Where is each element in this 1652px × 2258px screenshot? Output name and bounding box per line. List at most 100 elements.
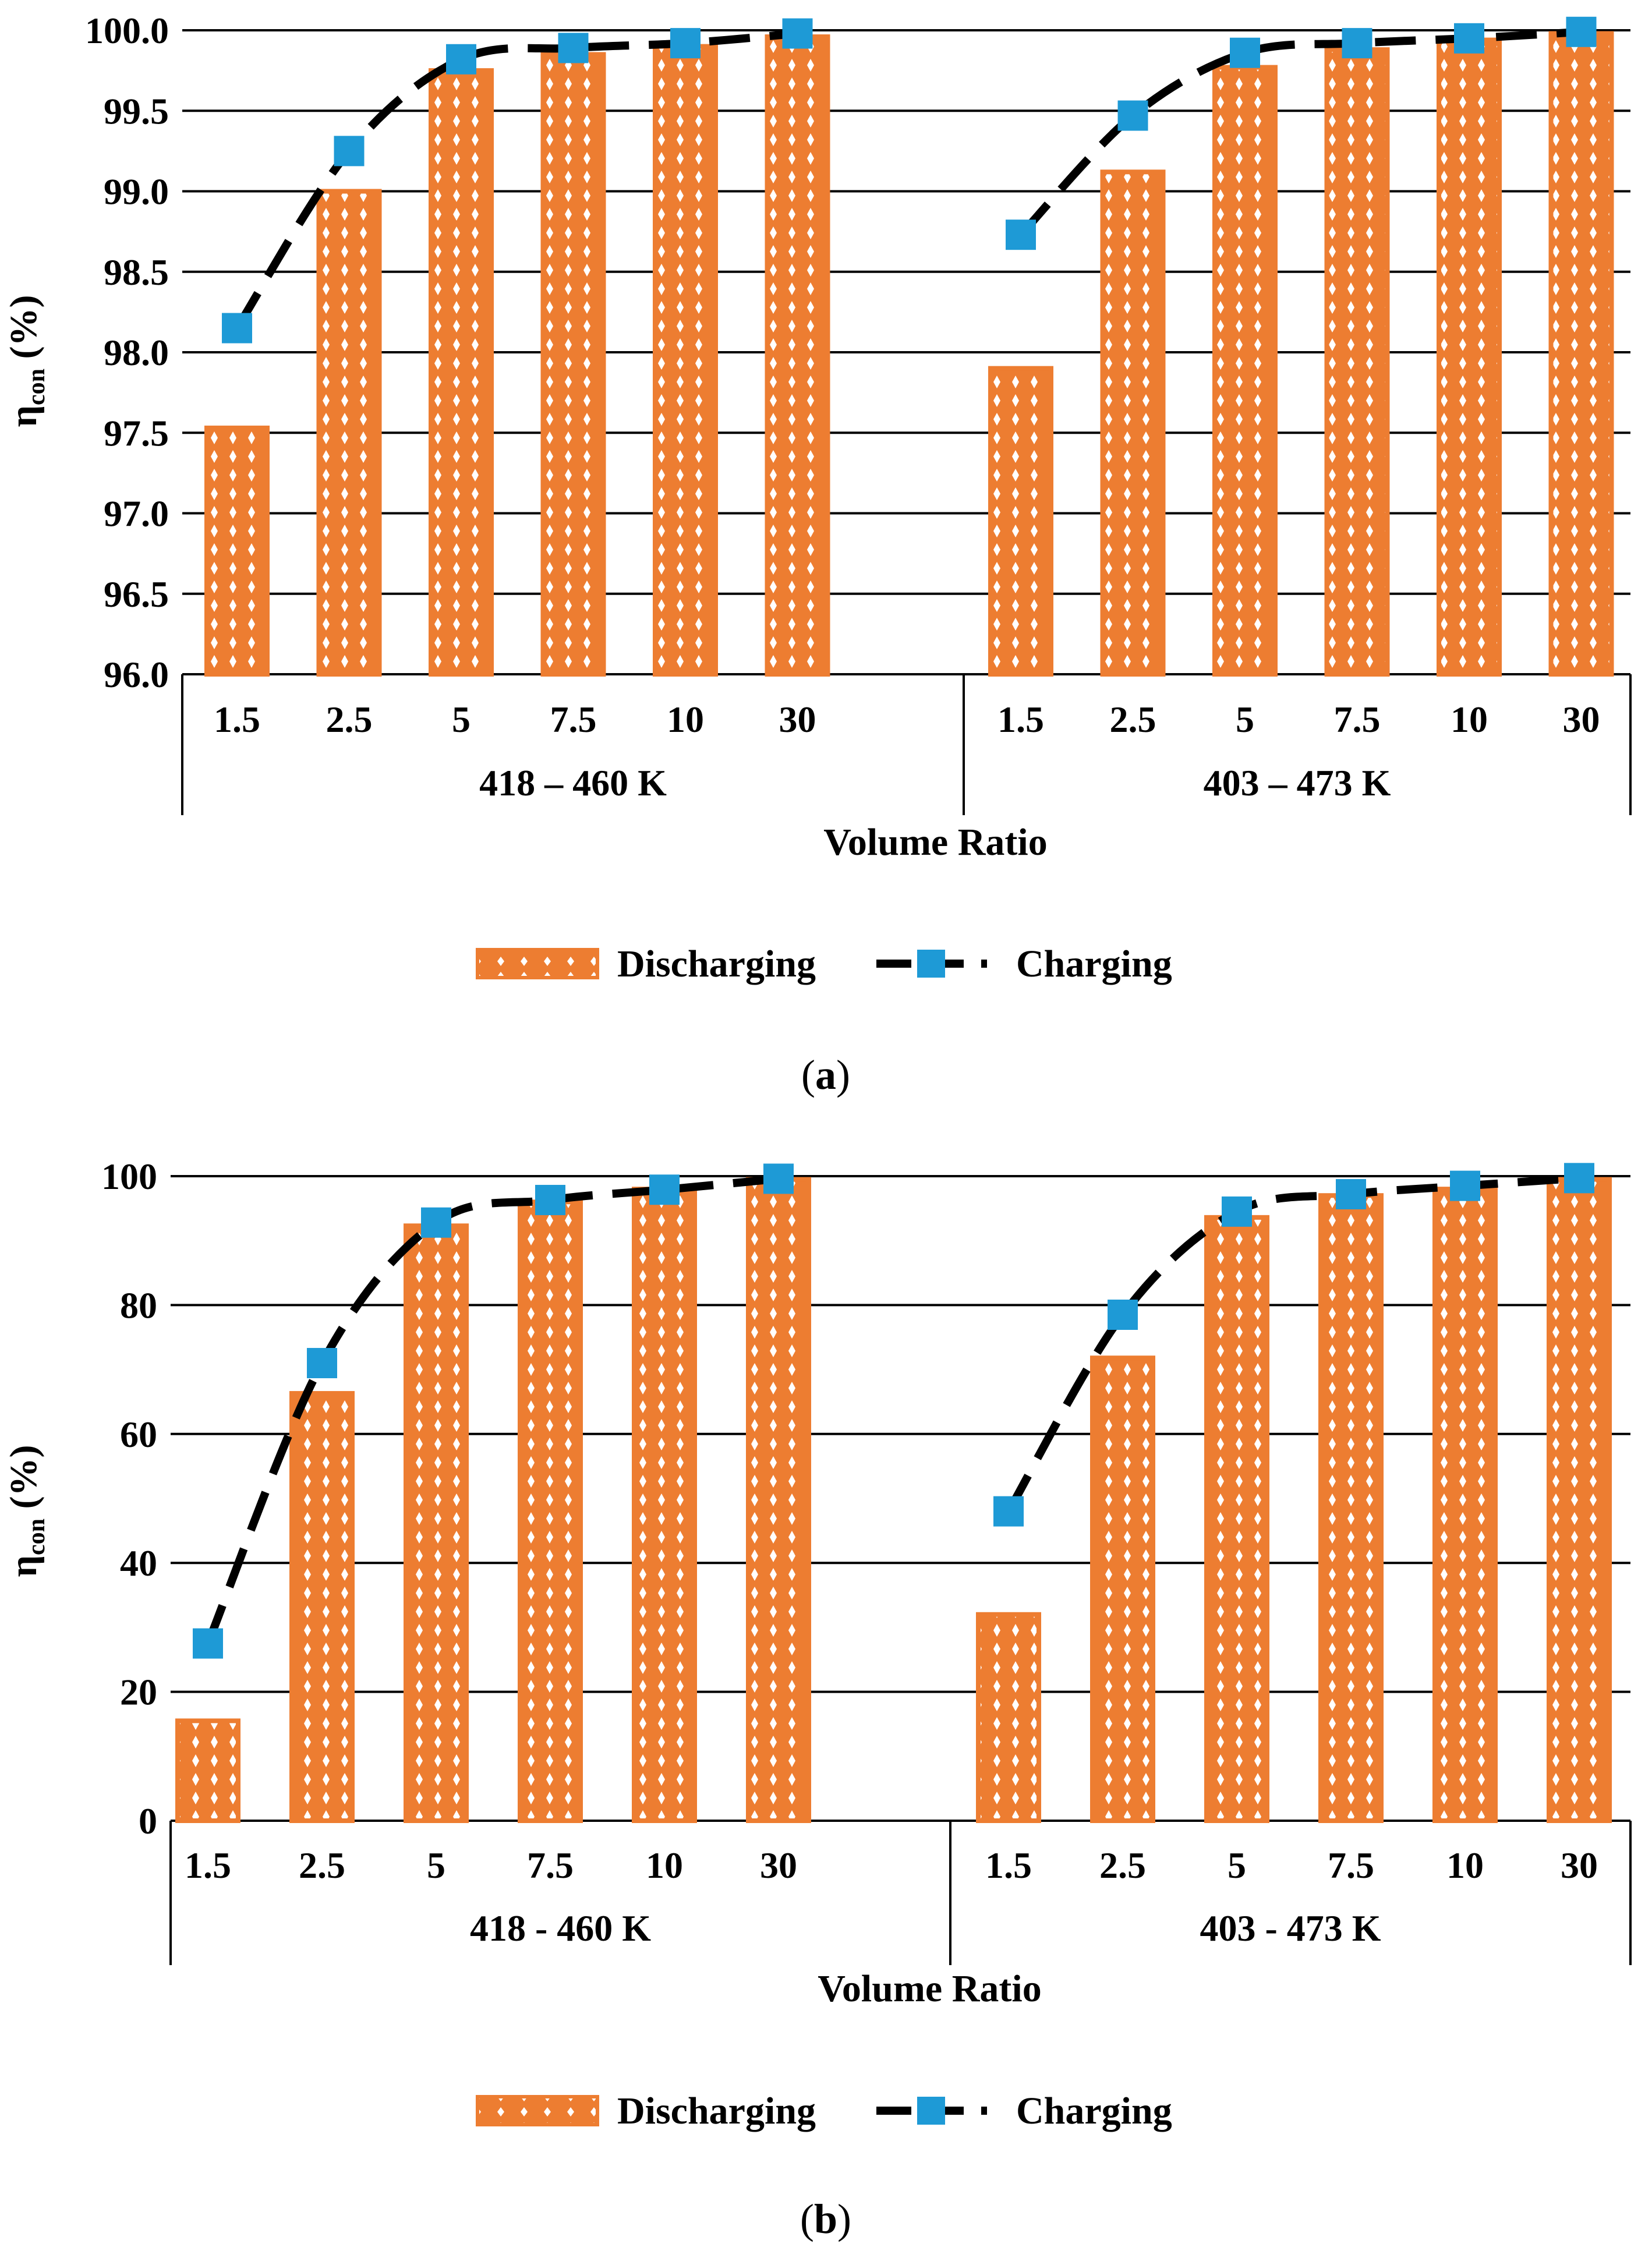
- category-tick-label: 30: [1563, 699, 1600, 740]
- caption-letter: a: [815, 1052, 836, 1098]
- y-tick-label: 99.5: [104, 90, 169, 132]
- category-tick-label: 1.5: [997, 699, 1044, 740]
- category-tick-label: 1.5: [185, 1845, 231, 1886]
- category-tick-label: 1.5: [985, 1845, 1032, 1886]
- y-tick-label: 40: [120, 1542, 157, 1584]
- y-tick-label: 100: [101, 1156, 157, 1197]
- discharging-bar: [1090, 1355, 1155, 1824]
- legend-discharging-swatch: [476, 2095, 599, 2126]
- discharging-bar: [1318, 1193, 1384, 1823]
- caption-open: (: [800, 2196, 814, 2242]
- category-tick-label: 7.5: [550, 699, 597, 740]
- category-tick-label: 2.5: [1099, 1845, 1146, 1886]
- category-tick-label: 30: [1561, 1845, 1598, 1886]
- charging-marker: [1566, 16, 1597, 47]
- charging-marker: [649, 1174, 680, 1205]
- category-tick-label: 7.5: [1328, 1845, 1374, 1886]
- discharging-bar: [1324, 47, 1390, 677]
- charging-marker: [222, 313, 252, 344]
- discharging-bar: [1100, 169, 1166, 677]
- discharging-bar: [1548, 31, 1614, 677]
- discharging-bar: [1204, 1215, 1269, 1823]
- charging-marker: [763, 1163, 794, 1194]
- y-axis-title-subscript: con: [23, 369, 50, 405]
- y-tick-label: 97.5: [104, 412, 169, 454]
- panel-a: 96.0 96.5 97.0 97.5 98.0 98.5 99.0 99.5 100.0 1.5…: [2, 10, 1632, 1098]
- discharging-bar: [988, 366, 1053, 677]
- group-label: 418 – 460 K: [479, 762, 667, 804]
- category-tick-label: 10: [1451, 699, 1488, 740]
- y-tick-label: 99.0: [104, 171, 169, 213]
- panel-caption: (a): [801, 1052, 850, 1098]
- charging-marker: [1336, 1178, 1366, 1209]
- charging-line: [204, 1174, 779, 1645]
- y-tick-label: 98.0: [104, 332, 169, 373]
- discharging-bar: [1547, 1177, 1612, 1823]
- category-tick-label: 10: [667, 699, 704, 740]
- category-tick-label: 2.5: [1110, 699, 1156, 740]
- charging-marker: [1006, 220, 1036, 250]
- category-tick-label: 10: [646, 1845, 683, 1886]
- charging-marker: [993, 1496, 1024, 1527]
- y-axis-title-unit: (%): [2, 1445, 45, 1519]
- charging-marker: [1454, 23, 1484, 54]
- y-tick-label: 20: [120, 1672, 157, 1713]
- y-axis-title-subscript: con: [23, 1519, 50, 1555]
- panel-caption: (b): [800, 2196, 851, 2242]
- discharging-bar: [976, 1612, 1041, 1823]
- legend-discharging-label: Discharging: [617, 2090, 816, 2132]
- category-tick-label: 5: [1236, 699, 1254, 740]
- discharging-bar: [765, 34, 830, 677]
- charging-marker: [535, 1184, 565, 1215]
- y-tick-label: 100.0: [85, 10, 169, 51]
- discharging-bar: [175, 1718, 240, 1824]
- legend-charging-label: Charging: [1016, 2090, 1172, 2132]
- y-tick-label: 96.0: [104, 654, 169, 695]
- y-tick-label: 80: [120, 1284, 157, 1326]
- charging-marker: [782, 18, 813, 49]
- discharging-bar: [404, 1223, 469, 1823]
- category-tick-label: 30: [760, 1845, 797, 1886]
- legend-charging-marker: [917, 2097, 945, 2125]
- category-tick-label: 5: [427, 1845, 445, 1886]
- y-axis-title: ηcon (%): [2, 1445, 50, 1577]
- charging-marker: [670, 28, 701, 59]
- discharging-bar: [429, 68, 494, 677]
- charging-marker: [334, 136, 365, 167]
- discharging-bar: [632, 1187, 697, 1823]
- y-axis-title-unit: (%): [2, 295, 45, 369]
- x-axis-title: Volume Ratio: [818, 1967, 1041, 2010]
- charging-marker: [193, 1628, 223, 1659]
- charging-marker: [1222, 1196, 1252, 1227]
- discharging-bar: [289, 1391, 355, 1824]
- y-axis-title-symbol: η: [2, 1555, 45, 1577]
- discharging-bar: [518, 1199, 583, 1823]
- caption-close: ): [836, 1052, 850, 1098]
- group-label: 418 - 460 K: [470, 1907, 651, 1949]
- charging-marker: [1342, 28, 1372, 59]
- category-tick-label: 30: [779, 699, 816, 740]
- y-tick-label: 0: [139, 1800, 157, 1842]
- charging-marker: [446, 44, 476, 75]
- category-tick-label: 1.5: [214, 699, 260, 740]
- charging-marker: [307, 1348, 337, 1379]
- group-label: 403 – 473 K: [1204, 762, 1391, 804]
- y-tick-label: 60: [120, 1414, 157, 1455]
- category-tick-label: 5: [1227, 1845, 1246, 1886]
- y-tick-label: 96.5: [104, 574, 169, 615]
- charging-marker: [1117, 100, 1148, 131]
- y-tick-label: 98.5: [104, 252, 169, 293]
- y-axis-title: ηcon (%): [2, 295, 50, 427]
- charging-marker: [421, 1207, 451, 1238]
- category-tick-label: 5: [452, 699, 471, 740]
- caption-open: (: [801, 1052, 815, 1098]
- category-tick-label: 2.5: [299, 1845, 345, 1886]
- discharging-bar: [316, 189, 382, 677]
- charging-marker: [1230, 37, 1260, 68]
- discharging-bar: [204, 425, 270, 677]
- caption-close: ): [837, 2196, 851, 2242]
- charging-marker: [1564, 1163, 1594, 1194]
- y-axis-title-symbol: η: [2, 405, 45, 427]
- discharging-bar: [1437, 37, 1502, 677]
